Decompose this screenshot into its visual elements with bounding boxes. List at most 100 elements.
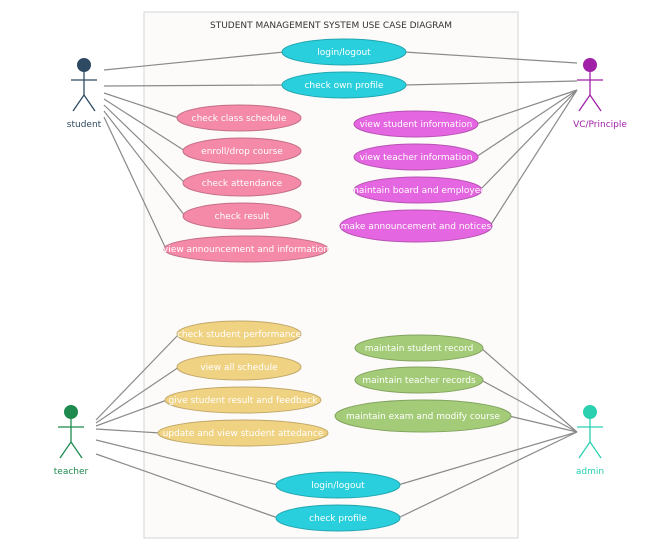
use-case-uc6[interactable]: check result: [182, 202, 302, 230]
use-case-label: maintain teacher records: [362, 376, 476, 386]
use-case-uc13[interactable]: view all schedule: [176, 353, 302, 381]
actor-left-leg: [59, 441, 72, 459]
use-case-label: check result: [215, 212, 270, 222]
association-admin-uc18: [508, 415, 578, 433]
association-teacher-uc14: [95, 399, 168, 427]
actor-head: [583, 405, 597, 419]
use-case-uc20[interactable]: check profile: [275, 504, 401, 532]
use-case-uc12[interactable]: check student performance: [176, 320, 302, 348]
use-case-uc15[interactable]: update and view student attedance: [157, 419, 329, 447]
use-case-ellipse[interactable]: [275, 504, 401, 532]
use-case-ellipse[interactable]: [275, 471, 401, 499]
use-case-ellipse[interactable]: [163, 235, 329, 263]
association-student-uc1: [103, 51, 285, 71]
actor-student[interactable]: student: [67, 58, 102, 131]
use-case-label: login/logout: [311, 481, 365, 491]
use-case-ellipse[interactable]: [334, 399, 512, 433]
use-case-label: enroll/drop course: [201, 147, 283, 157]
use-case-ellipse[interactable]: [176, 353, 302, 381]
use-case-uc7[interactable]: view announcement and information: [163, 235, 329, 263]
use-case-ellipse[interactable]: [182, 202, 302, 230]
actor-label: teacher: [54, 467, 89, 477]
association-teacher-uc12: [95, 333, 180, 421]
association-teacher-uc15: [95, 428, 161, 434]
use-case-uc8[interactable]: view student information: [353, 110, 479, 138]
association-vc-uc2: [403, 80, 578, 86]
use-case-uc2[interactable]: check own profile: [281, 71, 407, 99]
use-case-uc1[interactable]: login/logout: [281, 38, 407, 66]
use-case-uc3[interactable]: check class schedule: [176, 104, 302, 132]
association-teacher-uc19: [95, 439, 279, 486]
use-case-uc16[interactable]: maintain student record: [354, 334, 484, 362]
association-vc-uc1: [403, 51, 578, 64]
use-case-ellipse[interactable]: [354, 334, 484, 362]
use-case-uc4[interactable]: enroll/drop course: [182, 137, 302, 165]
actor-head: [64, 405, 78, 419]
associations: [95, 51, 578, 519]
actors: student VC/Principle teacher admin: [54, 58, 627, 478]
actor-vc[interactable]: VC/Principle: [573, 58, 627, 131]
actor-left-leg: [578, 441, 591, 459]
use-case-uc18[interactable]: maintain exam and modify course: [334, 399, 512, 433]
use-case-label: maintain exam and modify course: [346, 412, 500, 422]
use-case-label: check own profile: [304, 81, 384, 91]
use-case-label: check profile: [309, 514, 367, 524]
association-vc-uc10: [479, 89, 578, 191]
use-case-ellipse[interactable]: [176, 320, 302, 348]
actor-label: student: [67, 120, 102, 130]
use-case-uc9[interactable]: view teacher information: [353, 143, 479, 171]
actor-right-leg: [589, 94, 602, 112]
use-case-ellipse[interactable]: [353, 110, 479, 138]
use-case-label: view all schedule: [200, 363, 278, 373]
use-case-uc14[interactable]: give student result and feedback: [164, 386, 322, 414]
use-case-ellipse[interactable]: [353, 143, 479, 171]
use-case-uc11[interactable]: make announcement and notices: [339, 209, 493, 243]
use-case-ellipse[interactable]: [157, 419, 329, 447]
use-case-ellipse[interactable]: [354, 366, 484, 394]
actor-label: admin: [576, 467, 604, 477]
use-case-ellipse[interactable]: [176, 104, 302, 132]
use-case-ellipse[interactable]: [281, 38, 407, 66]
use-case-uc17[interactable]: maintain teacher records: [354, 366, 484, 394]
use-case-uc10[interactable]: maintain board and employee: [350, 176, 486, 204]
association-student-uc6: [103, 110, 186, 217]
diagram-title: STUDENT MANAGEMENT SYSTEM USE CASE DIAGR…: [210, 21, 452, 31]
actor-label: VC/Principle: [573, 120, 627, 130]
association-vc-uc9: [475, 89, 578, 158]
use-case-uc19[interactable]: login/logout: [275, 471, 401, 499]
use-case-ellipse[interactable]: [182, 137, 302, 165]
system-boundary: [143, 11, 519, 539]
actor-teacher[interactable]: teacher: [54, 405, 89, 478]
actor-right-leg: [589, 441, 602, 459]
use-case-label: check student performance: [177, 330, 302, 340]
actor-head: [77, 58, 91, 72]
association-admin-uc20: [397, 431, 578, 519]
actor-head: [583, 58, 597, 72]
use-case-label: make announcement and notices: [341, 222, 492, 232]
use-case-label: give student result and feedback: [169, 396, 318, 406]
association-admin-uc16: [480, 347, 578, 433]
use-case-ellipse[interactable]: [182, 169, 302, 197]
association-student-uc3: [103, 92, 180, 119]
actor-right-leg: [83, 94, 96, 112]
actor-admin[interactable]: admin: [576, 405, 604, 478]
association-student-uc2: [103, 84, 285, 87]
use-case-label: view student information: [360, 120, 473, 130]
actor-left-leg: [578, 94, 591, 112]
association-student-uc4: [103, 98, 186, 152]
use-case-uc5[interactable]: check attendance: [182, 169, 302, 197]
use-case-ellipse[interactable]: [353, 176, 483, 204]
use-case-label: check class schedule: [192, 114, 287, 124]
use-case-ellipse[interactable]: [339, 209, 493, 243]
use-case-label: update and view student attedance: [163, 429, 324, 439]
use-case-ellipse[interactable]: [281, 71, 407, 99]
use-case-label: check attendance: [202, 179, 283, 189]
use-case-label: view announcement and information: [163, 245, 329, 255]
association-student-uc5: [103, 104, 186, 184]
actor-right-leg: [70, 441, 83, 459]
use-case-label: maintain student record: [365, 344, 474, 354]
use-case-label: view teacher information: [360, 153, 473, 163]
association-admin-uc17: [480, 379, 578, 433]
use-case-ellipse[interactable]: [164, 386, 322, 414]
